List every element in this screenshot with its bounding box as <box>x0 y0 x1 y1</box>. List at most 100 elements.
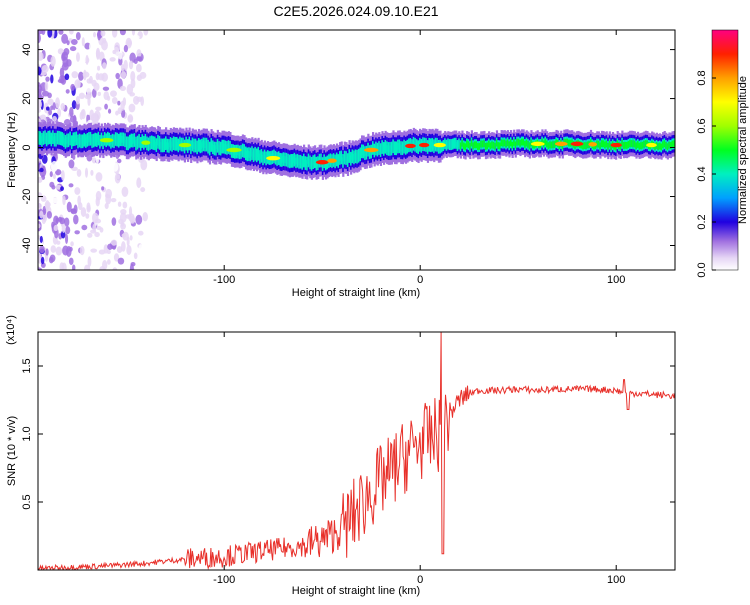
heatmap-ridge-cell <box>219 145 223 153</box>
heatmap-ridge-cell <box>509 139 513 147</box>
heatmap-noise-cell <box>53 224 59 232</box>
heatmap-ridge-cell <box>660 143 663 151</box>
heatmap-ridge-cell <box>503 139 506 147</box>
heatmap-noise-cell <box>70 83 75 91</box>
heatmap-noise-cell <box>116 246 123 254</box>
heatmap-ridge-cell <box>227 143 230 151</box>
heatmap-ridge-cell <box>386 144 389 152</box>
heatmap-noise-cell <box>42 205 47 216</box>
heatmap-noise-cell <box>136 177 142 189</box>
ytick-label: -40 <box>21 238 33 254</box>
heatmap-noise-cell <box>117 257 125 265</box>
heatmap-noise-cell <box>117 201 122 207</box>
heatmap-noise-cell <box>62 245 69 256</box>
heatmap-ridge-cell <box>495 139 499 147</box>
heatmap-ridge-cell <box>630 140 633 147</box>
heatmap-ridge-cell <box>484 142 488 150</box>
heatmap-noise-cell <box>111 217 117 226</box>
heatmap-ridge-cell <box>44 133 47 141</box>
heatmap-ridge-cell <box>284 156 287 163</box>
heatmap-noise-cell <box>38 223 41 229</box>
heatmap-ridge-cell <box>350 155 353 163</box>
heatmap-ridge-cell <box>307 156 310 164</box>
heatmap-noise-cell <box>122 201 128 209</box>
heatmap-noise-cell <box>121 186 129 197</box>
heatmap-ridge-cell <box>102 138 105 146</box>
heatmap-noise-cell <box>38 108 41 113</box>
heatmap-ridge-cell <box>669 142 673 149</box>
heatmap-ridge-cell <box>244 149 248 157</box>
heatmap-noise-cell <box>119 85 127 91</box>
heatmap-noise-cell <box>95 106 102 111</box>
heatmap-ridge-cell <box>640 142 643 150</box>
heatmap-ridge-cell <box>56 134 60 142</box>
heatmap-noise-cell <box>75 31 81 41</box>
heatmap-ridge-cell <box>453 139 456 147</box>
heatmap-noise-cell <box>135 56 143 62</box>
heatmap-noise-cell <box>44 80 49 92</box>
heatmap-ridge-cell <box>202 140 205 148</box>
heatmap-noise-cell <box>50 245 57 253</box>
heatmap-ridge-cell <box>257 150 260 158</box>
heatmap-ridge-cell <box>381 143 384 151</box>
heatmap-noise-cell <box>115 72 120 80</box>
heatmap-noise-cell <box>58 30 64 35</box>
heatmap-ridge-cell <box>74 135 77 143</box>
heatmap-ridge-cell <box>345 154 348 162</box>
heatmap-ridge-cell <box>160 141 163 149</box>
heatmap-ridge-cell <box>223 143 226 151</box>
heatmap-ridge-cell <box>263 153 266 160</box>
heatmap-noise-cell <box>97 30 101 41</box>
heatmap-noise-cell <box>118 51 123 60</box>
heatmap-ridge-cell <box>246 150 249 158</box>
heatmap-ridge-cell <box>553 141 557 148</box>
heatmap-noise-cell <box>87 256 92 267</box>
heatmap-noise-cell <box>123 59 128 71</box>
heatmap-ridge-cell <box>351 152 354 160</box>
heatmap-ridge-cell <box>141 137 144 145</box>
heatmap-ridge-cell <box>604 141 607 149</box>
heatmap-ridge-cell <box>63 136 66 144</box>
heatmap-noise-cell <box>47 98 54 106</box>
heatmap-hot-cell <box>266 155 281 161</box>
heatmap-ridge-cell <box>428 141 431 149</box>
heatmap-noise-cell <box>102 254 108 260</box>
heatmap-ridge-cell <box>662 141 665 149</box>
heatmap-ridge-cell <box>296 157 299 165</box>
heatmap-ridge-cell <box>605 140 608 148</box>
heatmap-noise-cell <box>82 71 90 78</box>
heatmap-noise-cell <box>38 30 44 35</box>
heatmap-hot-cell <box>327 158 337 163</box>
heatmap-noise-cell <box>50 55 56 67</box>
heatmap-ridge-cell <box>541 138 544 146</box>
heatmap-noise-cell <box>63 119 71 126</box>
heatmap-noise-cell <box>102 62 107 70</box>
heatmap-noise-cell <box>101 40 108 51</box>
heatmap-noise-cell <box>110 198 117 203</box>
heatmap-ridge-cell <box>299 158 303 166</box>
heatmap-ridge-cell <box>154 139 157 147</box>
heatmap-ridge-cell <box>530 139 533 147</box>
heatmap-ridge-cell <box>357 152 361 160</box>
heatmap-ridge-cell <box>259 153 262 161</box>
heatmap-noise-cell <box>102 260 108 270</box>
xtick-label: 100 <box>607 274 625 286</box>
heatmap-ridge-cell <box>50 136 53 143</box>
heatmap-noise-cell <box>133 95 140 105</box>
heatmap-noise-cell <box>120 222 126 230</box>
heatmap-ridge-cell <box>150 138 154 146</box>
heatmap-ridge-cell <box>249 151 252 158</box>
heatmap-ridge-cell <box>514 141 517 149</box>
heatmap-noise-cell <box>129 216 136 224</box>
heatmap-ridge-cell <box>633 140 637 148</box>
heatmap-noise-cell <box>69 106 74 118</box>
heatmap-ridge-cell <box>632 140 635 148</box>
heatmap-noise-cell <box>102 86 110 91</box>
heatmap-ridge-cell <box>169 140 172 148</box>
heatmap-ridge-cell <box>204 141 207 149</box>
heatmap-noise-cell <box>74 230 80 235</box>
heatmap-ridge-cell <box>354 152 357 160</box>
heatmap-ridge-cell <box>566 138 569 146</box>
colorbar-tick-label: 0.0 <box>696 262 708 277</box>
heatmap-ridge-cell <box>315 160 318 168</box>
